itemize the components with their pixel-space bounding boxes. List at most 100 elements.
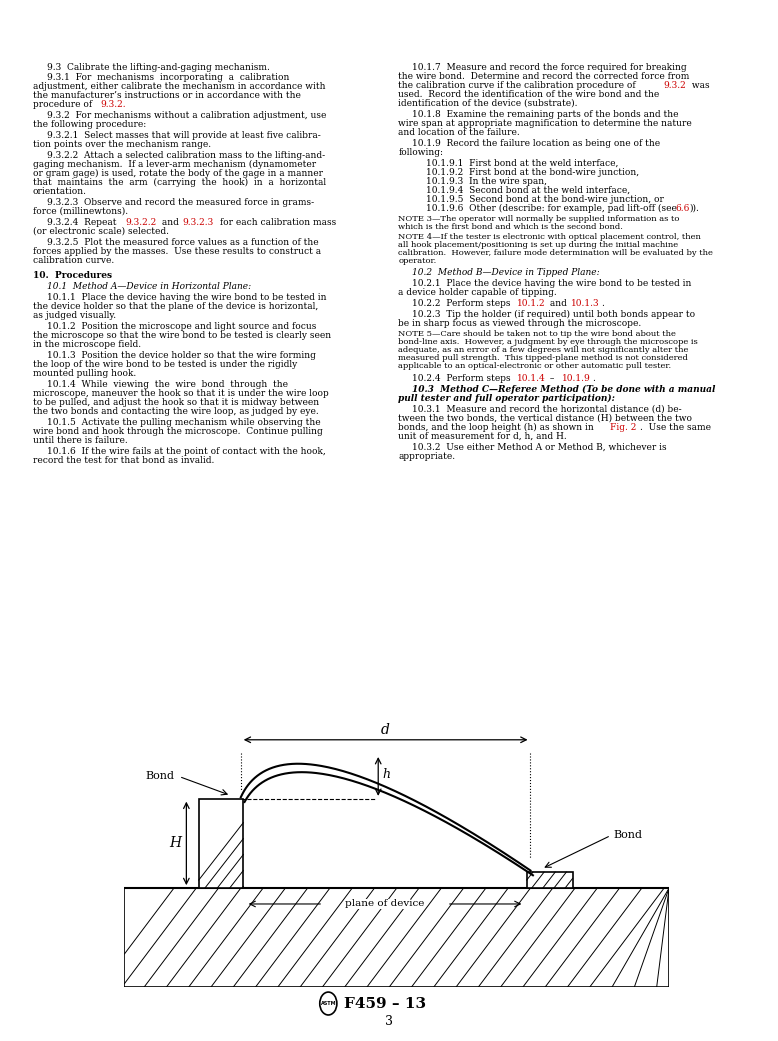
Text: 10.  Procedures: 10. Procedures	[33, 271, 112, 280]
Text: h: h	[382, 768, 390, 782]
Text: 9.3.2.: 9.3.2.	[100, 100, 126, 109]
Text: bonds, and the loop height (h) as shown in: bonds, and the loop height (h) as shown …	[398, 423, 597, 432]
Text: procedure of: procedure of	[33, 100, 95, 109]
Text: 3: 3	[385, 1015, 393, 1029]
Text: 10.1.9.3  In the wire span,: 10.1.9.3 In the wire span,	[426, 177, 548, 186]
Text: 10.1.9.5  Second bond at the bond-wire junction, or: 10.1.9.5 Second bond at the bond-wire ju…	[426, 195, 664, 204]
Text: measured pull strength.  This tipped-plane method is not considered: measured pull strength. This tipped-plan…	[398, 354, 689, 362]
Text: calibration curve.: calibration curve.	[33, 256, 114, 265]
Bar	[527, 872, 573, 888]
Text: 10.2.1  Place the device having the wire bond to be tested in: 10.2.1 Place the device having the wire …	[412, 279, 692, 288]
Text: 10.1.9.2  First bond at the bond-wire junction,: 10.1.9.2 First bond at the bond-wire jun…	[426, 168, 640, 177]
Text: H: H	[170, 836, 181, 850]
Text: F459 – 13: F459 – 13	[344, 996, 426, 1011]
Text: NOTE 4—If the tester is electronic with optical placement control, then: NOTE 4—If the tester is electronic with …	[398, 233, 701, 242]
Text: Fig. 2: Fig. 2	[610, 423, 636, 432]
Text: force (millinewtons).: force (millinewtons).	[33, 207, 128, 215]
Text: 9.3.2.3: 9.3.2.3	[183, 218, 214, 227]
Text: 10.2  Method B—Device in Tipped Plane:: 10.2 Method B—Device in Tipped Plane:	[412, 268, 600, 277]
Text: NOTE 3—The operator will normally be supplied information as to: NOTE 3—The operator will normally be sup…	[398, 215, 680, 223]
Text: 9.3.1  For  mechanisms  incorporating  a  calibration: 9.3.1 For mechanisms incorporating a cal…	[47, 73, 289, 82]
Text: 10.1.4  While  viewing  the  wire  bond  through  the: 10.1.4 While viewing the wire bond throu…	[47, 380, 288, 389]
Text: ASTM: ASTM	[321, 1001, 336, 1006]
Text: the device holder so that the plane of the device is horizontal,: the device holder so that the plane of t…	[33, 302, 318, 311]
Text: 10.1.2: 10.1.2	[517, 299, 545, 308]
Text: bond-line axis.  However, a judgment by eye through the microscope is: bond-line axis. However, a judgment by e…	[398, 338, 698, 346]
Text: wire bond and hook through the microscope.  Continue pulling: wire bond and hook through the microscop…	[33, 427, 322, 436]
Text: 6.6: 6.6	[675, 204, 689, 213]
Text: as judged visually.: as judged visually.	[33, 311, 116, 320]
Text: to be pulled, and adjust the hook so that it is midway between: to be pulled, and adjust the hook so tha…	[33, 398, 319, 407]
Text: in the microscope field.: in the microscope field.	[33, 340, 141, 349]
Text: and: and	[159, 218, 182, 227]
Text: 10.1.2  Position the microscope and light source and focus: 10.1.2 Position the microscope and light…	[47, 322, 316, 331]
Text: 10.3  Method C—Referee Method (To be done with a manual: 10.3 Method C—Referee Method (To be done…	[412, 385, 716, 395]
Text: be in sharp focus as viewed through the microscope.: be in sharp focus as viewed through the …	[398, 319, 642, 328]
Text: 10.1.9: 10.1.9	[562, 374, 591, 383]
Text: d: d	[381, 722, 390, 737]
Text: 10.3.1  Measure and record the horizontal distance (d) be-: 10.3.1 Measure and record the horizontal…	[412, 405, 682, 414]
Text: the calibration curve if the calibration procedure of: the calibration curve if the calibration…	[398, 81, 639, 90]
Text: 10.1.5  Activate the pulling mechanism while observing the: 10.1.5 Activate the pulling mechanism wh…	[47, 418, 321, 427]
Text: 10.1.9.6  Other (describe: for example, pad lift-off (see: 10.1.9.6 Other (describe: for example, p…	[426, 204, 680, 213]
Text: 9.3.2.2  Attach a selected calibration mass to the lifting-and-: 9.3.2.2 Attach a selected calibration ma…	[47, 151, 324, 160]
Text: .: .	[592, 374, 595, 383]
Text: 9.3.2.4  Repeat: 9.3.2.4 Repeat	[47, 218, 119, 227]
Text: the following procedure:: the following procedure:	[33, 120, 146, 129]
Text: adequate, as an error of a few degrees will not significantly alter the: adequate, as an error of a few degrees w…	[398, 346, 689, 354]
Text: 10.1.8  Examine the remaining parts of the bonds and the: 10.1.8 Examine the remaining parts of th…	[412, 110, 679, 119]
Text: used.  Record the identification of the wire bond and the: used. Record the identification of the w…	[398, 90, 660, 99]
Bar	[198, 798, 244, 888]
Text: or gram gage) is used, rotate the body of the gage in a manner: or gram gage) is used, rotate the body o…	[33, 169, 323, 178]
Text: FIG. 2  Diagram of a Typical Wire Bond: FIG. 2 Diagram of a Typical Wire Bond	[267, 972, 511, 983]
Text: )).: )).	[689, 204, 699, 213]
Text: 9.3.2.5  Plot the measured force values as a function of the: 9.3.2.5 Plot the measured force values a…	[47, 238, 318, 247]
Text: the manufacturer’s instructions or in accordance with the: the manufacturer’s instructions or in ac…	[33, 91, 300, 100]
Text: until there is failure.: until there is failure.	[33, 436, 128, 445]
Text: all hook placement/positioning is set up during the initial machine: all hook placement/positioning is set up…	[398, 242, 678, 249]
Text: appropriate.: appropriate.	[398, 452, 455, 461]
Text: 10.3.2  Use either Method A or Method B, whichever is: 10.3.2 Use either Method A or Method B, …	[412, 443, 667, 452]
Text: following:: following:	[398, 148, 443, 157]
Text: pull tester and full operator participation):: pull tester and full operator participat…	[398, 393, 615, 403]
Bar	[124, 888, 669, 987]
Text: 10.1.3: 10.1.3	[571, 299, 600, 308]
Text: Bond: Bond	[613, 831, 643, 840]
Text: plane of device: plane of device	[345, 899, 425, 909]
Text: Bond: Bond	[145, 771, 174, 782]
Text: 10.1.9.1  First bond at the weld interface,: 10.1.9.1 First bond at the weld interfac…	[426, 159, 619, 168]
Text: .: .	[601, 299, 605, 308]
Text: and location of the failure.: and location of the failure.	[398, 128, 520, 137]
Text: was: was	[689, 81, 710, 90]
Text: mounted pulling hook.: mounted pulling hook.	[33, 369, 136, 378]
Text: a device holder capable of tipping.: a device holder capable of tipping.	[398, 288, 557, 297]
Text: and: and	[547, 299, 569, 308]
Text: –: –	[547, 374, 557, 383]
Text: wire span at appropriate magnification to determine the nature: wire span at appropriate magnification t…	[398, 119, 692, 128]
Text: 9.3.2.1  Select masses that will provide at least five calibra-: 9.3.2.1 Select masses that will provide …	[47, 131, 321, 139]
Text: microscope, maneuver the hook so that it is under the wire loop: microscope, maneuver the hook so that it…	[33, 389, 328, 398]
Text: 9.3  Calibrate the lifting-and-gaging mechanism.: 9.3 Calibrate the lifting-and-gaging mec…	[47, 64, 269, 72]
Text: 9.3.2  For mechanisms without a calibration adjustment, use: 9.3.2 For mechanisms without a calibrati…	[47, 111, 326, 120]
Text: 10.2.4  Perform steps: 10.2.4 Perform steps	[412, 374, 513, 383]
Text: .  Use the same: . Use the same	[640, 423, 710, 432]
Text: 10.1.9  Record the failure location as being one of the: 10.1.9 Record the failure location as be…	[412, 139, 661, 148]
Text: 10.1  Method A—Device in Horizontal Plane:: 10.1 Method A—Device in Horizontal Plane…	[47, 282, 251, 291]
Text: 10.1.1  Place the device having the wire bond to be tested in: 10.1.1 Place the device having the wire …	[47, 293, 326, 302]
Text: 9.3.2: 9.3.2	[664, 81, 686, 90]
Text: the wire bond.  Determine and record the corrected force from: the wire bond. Determine and record the …	[398, 72, 690, 81]
Text: 10.1.4: 10.1.4	[517, 374, 545, 383]
Text: NOTE 5—Care should be taken not to tip the wire bond about the: NOTE 5—Care should be taken not to tip t…	[398, 330, 676, 338]
Text: 10.1.6  If the wire fails at the point of contact with the hook,: 10.1.6 If the wire fails at the point of…	[47, 447, 325, 456]
Text: 9.3.2.3  Observe and record the measured force in grams-: 9.3.2.3 Observe and record the measured …	[47, 198, 314, 207]
Text: the loop of the wire bond to be tested is under the rigidly: the loop of the wire bond to be tested i…	[33, 360, 297, 369]
Text: 10.2.2  Perform steps: 10.2.2 Perform steps	[412, 299, 513, 308]
Text: the two bonds and contacting the wire loop, as judged by eye.: the two bonds and contacting the wire lo…	[33, 407, 318, 416]
Text: applicable to an optical-electronic or other automatic pull tester.: applicable to an optical-electronic or o…	[398, 362, 671, 370]
Text: tween the two bonds, the vertical distance (H) between the two: tween the two bonds, the vertical distan…	[398, 414, 692, 423]
Text: gaging mechanism.  If a lever-arm mechanism (dynamometer: gaging mechanism. If a lever-arm mechani…	[33, 160, 316, 169]
Text: identification of the device (substrate).: identification of the device (substrate)…	[398, 99, 578, 108]
Text: 9.3.2.2: 9.3.2.2	[125, 218, 156, 227]
Text: calibration.  However, failure mode determination will be evaluated by the: calibration. However, failure mode deter…	[398, 249, 713, 257]
Text: (or electronic scale) selected.: (or electronic scale) selected.	[33, 227, 169, 236]
